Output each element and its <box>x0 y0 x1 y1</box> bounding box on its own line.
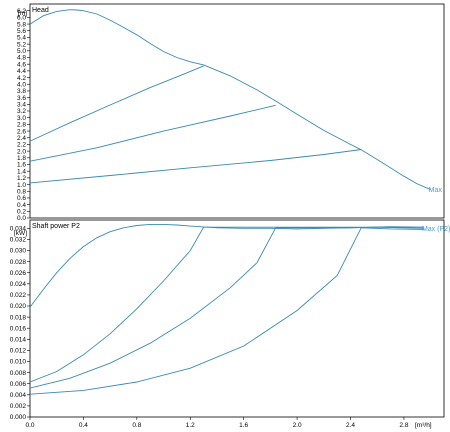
x-tick-label: 2.4 <box>346 422 355 429</box>
series-label: Max (P2) <box>422 226 450 233</box>
curve-3 <box>29 227 425 395</box>
power-panel: Shaft power P2 [kW] 0.000 0.002 0.004 0.006… <box>10 219 450 429</box>
y-tick-label: 3.6 <box>17 95 26 102</box>
y-tick-label: 0.014 <box>10 337 27 344</box>
power-frame <box>29 219 445 418</box>
curve-2 <box>29 226 425 389</box>
curve-0 <box>29 223 425 308</box>
curve-1 <box>29 226 424 383</box>
y-tick-label: 0.026 <box>10 270 27 277</box>
y-tick-label: 1.4 <box>17 168 26 175</box>
x-tick-label: 1.2 <box>186 422 195 429</box>
y-tick-label: 6.0 <box>17 15 26 22</box>
y-tick-label: 1.8 <box>17 155 26 162</box>
y-tick-label: 3.0 <box>17 115 26 122</box>
y-tick-label: 3.8 <box>17 88 26 95</box>
y-tick-label: 0.0 <box>17 215 26 222</box>
y-tick-label: 5.4 <box>17 35 26 42</box>
y-tick-label: 5.6 <box>17 28 26 35</box>
x-axis-unit: [m³/h] <box>415 422 432 429</box>
series-label: Max <box>429 187 443 194</box>
y-tick-label: 0.034 <box>10 226 27 233</box>
y-tick-label: 0.022 <box>10 292 27 299</box>
y-tick-label: 0.018 <box>10 314 27 321</box>
y-tick-label: 4.8 <box>17 55 26 62</box>
y-tick-label: 0.6 <box>17 195 26 202</box>
y-tick-label: 0.016 <box>10 325 27 332</box>
x-tick-label: 0.4 <box>79 422 88 429</box>
y-tick-label: 0.010 <box>10 359 27 366</box>
y-tick-label: 0.000 <box>10 414 27 421</box>
x-tick-label: 0.0 <box>25 422 34 429</box>
head-unit: [m] <box>18 10 27 17</box>
y-tick-label: 5.8 <box>17 21 26 28</box>
y-tick-label: 1.0 <box>17 182 26 189</box>
y-tick-label: 0.006 <box>10 381 27 388</box>
x-tick-label: 2.0 <box>293 422 302 429</box>
y-tick-label: 4.6 <box>17 61 26 68</box>
power-title: Shaft power P2 <box>32 223 80 230</box>
y-tick-label: 0.024 <box>10 281 27 288</box>
y-tick-label: 0.4 <box>17 202 26 209</box>
y-tick-label: 3.2 <box>17 108 26 115</box>
head-frame <box>29 3 445 219</box>
head-panel: Head [m] 0.00.20.40.60.81.01.21.41.61.82… <box>17 3 445 222</box>
power-unit: [kW] <box>14 230 27 237</box>
y-tick-label: 3.4 <box>17 102 26 109</box>
y-tick-label: 0.2 <box>17 209 26 216</box>
head-title: Head <box>32 7 49 14</box>
y-tick-label: 0.012 <box>10 348 27 355</box>
y-tick-label: 0.028 <box>10 259 27 266</box>
y-tick-label: 1.2 <box>17 175 26 182</box>
y-tick-label: 2.8 <box>17 122 26 129</box>
x-tick-label: 0.8 <box>132 422 141 429</box>
y-tick-label: 0.004 <box>10 392 27 399</box>
y-tick-label: 5.2 <box>17 41 26 48</box>
curve-3 <box>29 149 362 184</box>
y-tick-label: 0.8 <box>17 188 26 195</box>
y-tick-label: 6.2 <box>17 8 26 15</box>
y-tick-label: 4.4 <box>17 68 26 75</box>
y-tick-label: 4.2 <box>17 75 26 82</box>
y-tick-label: 2.2 <box>17 142 26 149</box>
y-tick-label: 0.008 <box>10 370 27 377</box>
curve-2 <box>29 104 276 162</box>
y-tick-label: 1.6 <box>17 162 26 169</box>
y-tick-label: 2.0 <box>17 148 26 155</box>
y-tick-label: 0.020 <box>10 303 27 310</box>
y-tick-label: 0.002 <box>10 403 27 410</box>
x-tick-label: 1.6 <box>239 422 248 429</box>
y-tick-label: 0.030 <box>10 248 27 255</box>
y-tick-label: 2.4 <box>17 135 26 142</box>
curve-1 <box>29 65 204 142</box>
y-tick-label: 2.6 <box>17 128 26 135</box>
y-tick-label: 4.0 <box>17 81 26 88</box>
y-tick-label: 0.032 <box>10 237 27 244</box>
x-tick-label: 2.8 <box>399 422 408 429</box>
y-tick-label: 5.0 <box>17 48 26 55</box>
curve-0 <box>29 9 431 191</box>
